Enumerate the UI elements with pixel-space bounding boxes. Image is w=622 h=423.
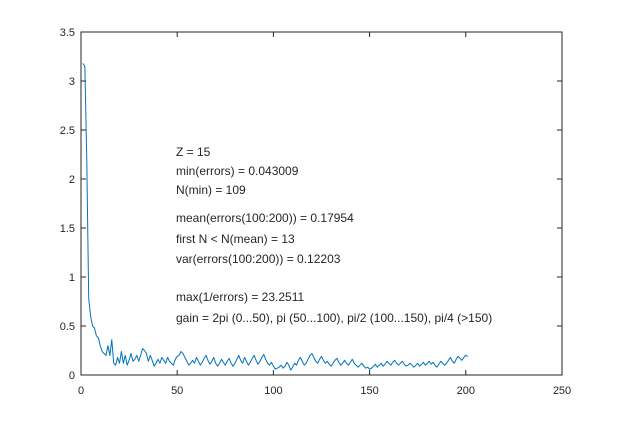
x-tick-label: 50 xyxy=(171,385,183,397)
y-tick-label: 2 xyxy=(69,174,75,186)
y-tick-label: 3.5 xyxy=(60,27,75,39)
annotation-text: var(errors(100:200)) = 0.12203 xyxy=(176,252,341,266)
series-line-1 xyxy=(82,63,468,371)
axes-layer: 0 50 100 150 200 250 0 0.5 1 1.5 2 2.5 3 3.5 xyxy=(60,27,571,397)
x-tick-label: 150 xyxy=(360,385,378,397)
series-layer xyxy=(82,63,468,371)
y-tick-label: 0 xyxy=(69,370,75,382)
y-tick-label: 1 xyxy=(69,272,75,284)
annotation-text: Z = 15 xyxy=(176,145,211,159)
x-tick-label: 100 xyxy=(264,385,282,397)
axes-box xyxy=(80,31,563,376)
y-tick-label: 2.5 xyxy=(60,125,75,137)
annotation-text: N(min) = 109 xyxy=(176,183,246,197)
y-tick-label: 1.5 xyxy=(60,223,75,235)
annotation-text: first N < N(mean) = 13 xyxy=(176,232,295,246)
annotation-group: Z = 15 min(errors) = 0.043009 N(min) = 1… xyxy=(176,145,492,325)
y-tick-label: 0.5 xyxy=(60,321,75,333)
y-tick-label: 3 xyxy=(69,76,75,88)
x-tick-label: 0 xyxy=(78,385,84,397)
x-tick-label: 250 xyxy=(553,385,571,397)
plot-area xyxy=(81,32,562,375)
annotation-text: gain = 2pi (0...50), pi (50...100), pi/2… xyxy=(176,311,492,325)
x-tick-label: 200 xyxy=(457,385,475,397)
annotation-text: mean(errors(100:200)) = 0.17954 xyxy=(176,211,354,225)
annotation-text: max(1/errors) = 23.2511 xyxy=(176,290,304,304)
annotation-text: min(errors) = 0.043009 xyxy=(176,164,299,178)
